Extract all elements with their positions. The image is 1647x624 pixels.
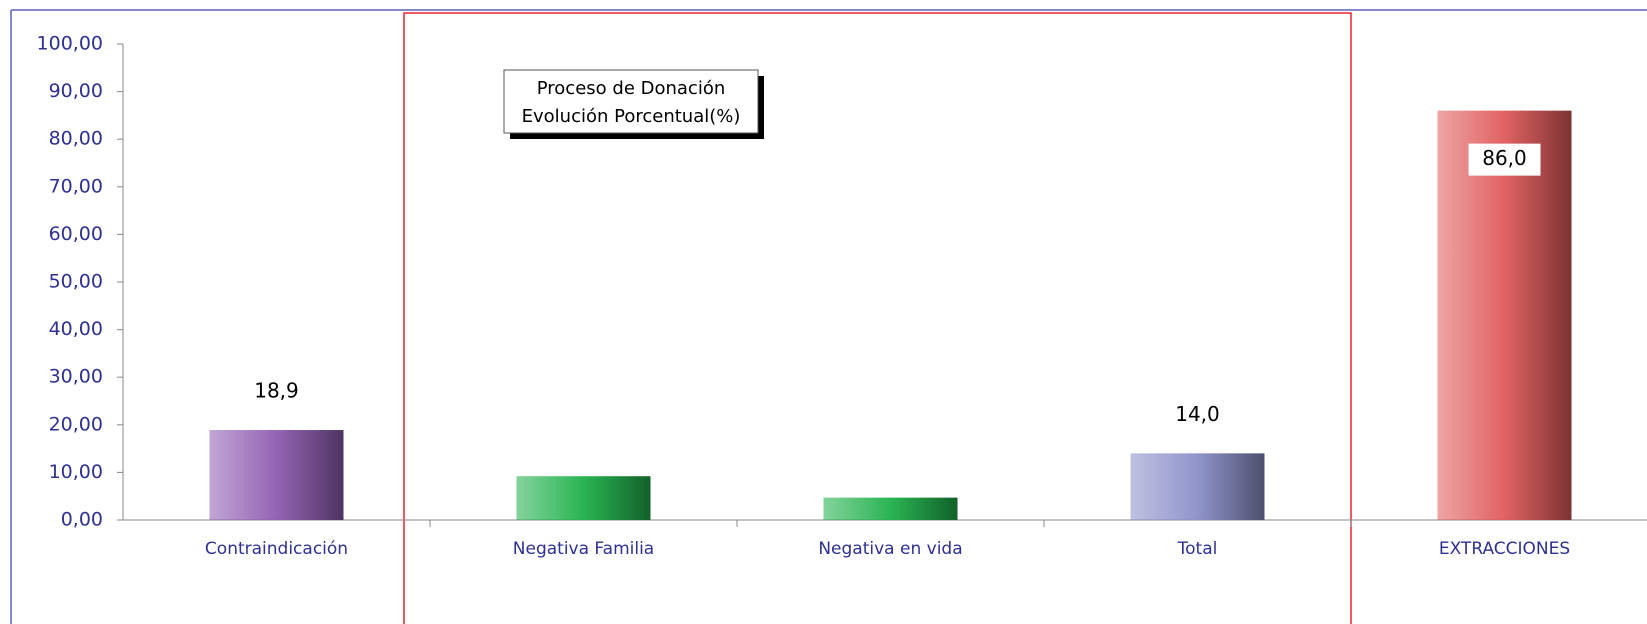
value-label: 14,0 <box>1175 402 1220 426</box>
y-tick-label: 20,00 <box>49 413 103 435</box>
bar <box>823 497 958 520</box>
y-tick-label: 80,00 <box>49 128 103 150</box>
value-label-box <box>1468 143 1541 176</box>
chart-title: Proceso de Donación <box>537 78 726 99</box>
y-tick-label: 70,00 <box>49 175 103 197</box>
title-box <box>503 69 759 134</box>
x-tick-label: Negativa en vida <box>818 539 962 559</box>
bar <box>1437 110 1572 520</box>
y-tick-label: 30,00 <box>49 366 103 388</box>
value-label: 86,0 <box>1482 146 1527 170</box>
bar <box>209 430 344 520</box>
x-tick-label: Total <box>1177 539 1218 559</box>
y-tick-label: 50,00 <box>49 271 103 293</box>
x-tick-label: Contraindicación <box>205 539 348 559</box>
value-label: 18,9 <box>254 379 299 403</box>
y-tick-label: 100,00 <box>37 33 103 55</box>
bar <box>1130 453 1265 520</box>
highlight-box <box>403 12 1352 624</box>
chart-subtitle: Evolución Porcentual(%) <box>522 106 741 127</box>
x-tick-label: Negativa Familia <box>513 539 654 559</box>
bar <box>516 476 651 520</box>
y-tick-label: 40,00 <box>49 318 103 340</box>
y-tick-label: 10,00 <box>49 461 103 483</box>
y-tick-label: 60,00 <box>49 223 103 245</box>
y-tick-label: 0,00 <box>61 509 103 531</box>
x-tick-label: EXTRACCIONES <box>1439 539 1570 559</box>
y-tick-label: 90,00 <box>49 80 103 102</box>
